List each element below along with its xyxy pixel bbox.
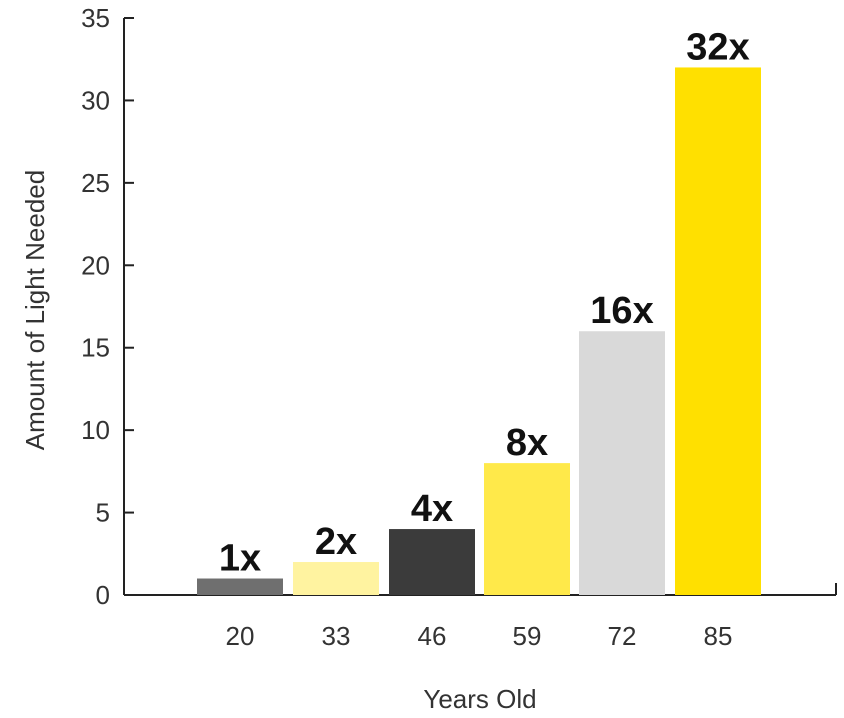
y-tick-label: 10 (81, 415, 110, 445)
x-tick-label: 85 (704, 621, 733, 651)
y-tick-label: 25 (81, 168, 110, 198)
bar-data-label: 4x (411, 488, 453, 530)
x-tick-label: 20 (226, 621, 255, 651)
bar-data-label: 1x (219, 538, 261, 580)
y-tick-label: 15 (81, 333, 110, 363)
bar (675, 67, 761, 595)
y-tick-label: 5 (96, 498, 110, 528)
y-tick-label: 30 (81, 85, 110, 115)
bar-data-label: 16x (590, 290, 653, 332)
bar-labels: 1x 2x 4x 8x 16x 32x (219, 26, 750, 579)
bar-data-label: 8x (506, 422, 548, 464)
bar (484, 463, 570, 595)
bars (197, 67, 761, 595)
y-tick-label: 20 (81, 250, 110, 280)
bar (293, 562, 379, 595)
bar-data-label: 32x (686, 26, 749, 68)
y-tick-label: 35 (81, 3, 110, 33)
bar (197, 578, 283, 595)
y-axis-title: Amount of Light Needed (20, 170, 50, 450)
x-tick-label: 59 (513, 621, 542, 651)
bar-data-label: 2x (315, 521, 357, 563)
x-tick-label: 33 (322, 621, 351, 651)
x-axis-title: Years Old (423, 684, 536, 714)
bar (579, 331, 665, 595)
x-tick-label: 46 (418, 621, 447, 651)
bar (389, 529, 475, 595)
tick-labels: 0 5 10 15 20 25 30 35 20 33 46 59 72 85 (81, 3, 732, 651)
x-tick-label: 72 (608, 621, 637, 651)
y-tick-label: 0 (96, 580, 110, 610)
